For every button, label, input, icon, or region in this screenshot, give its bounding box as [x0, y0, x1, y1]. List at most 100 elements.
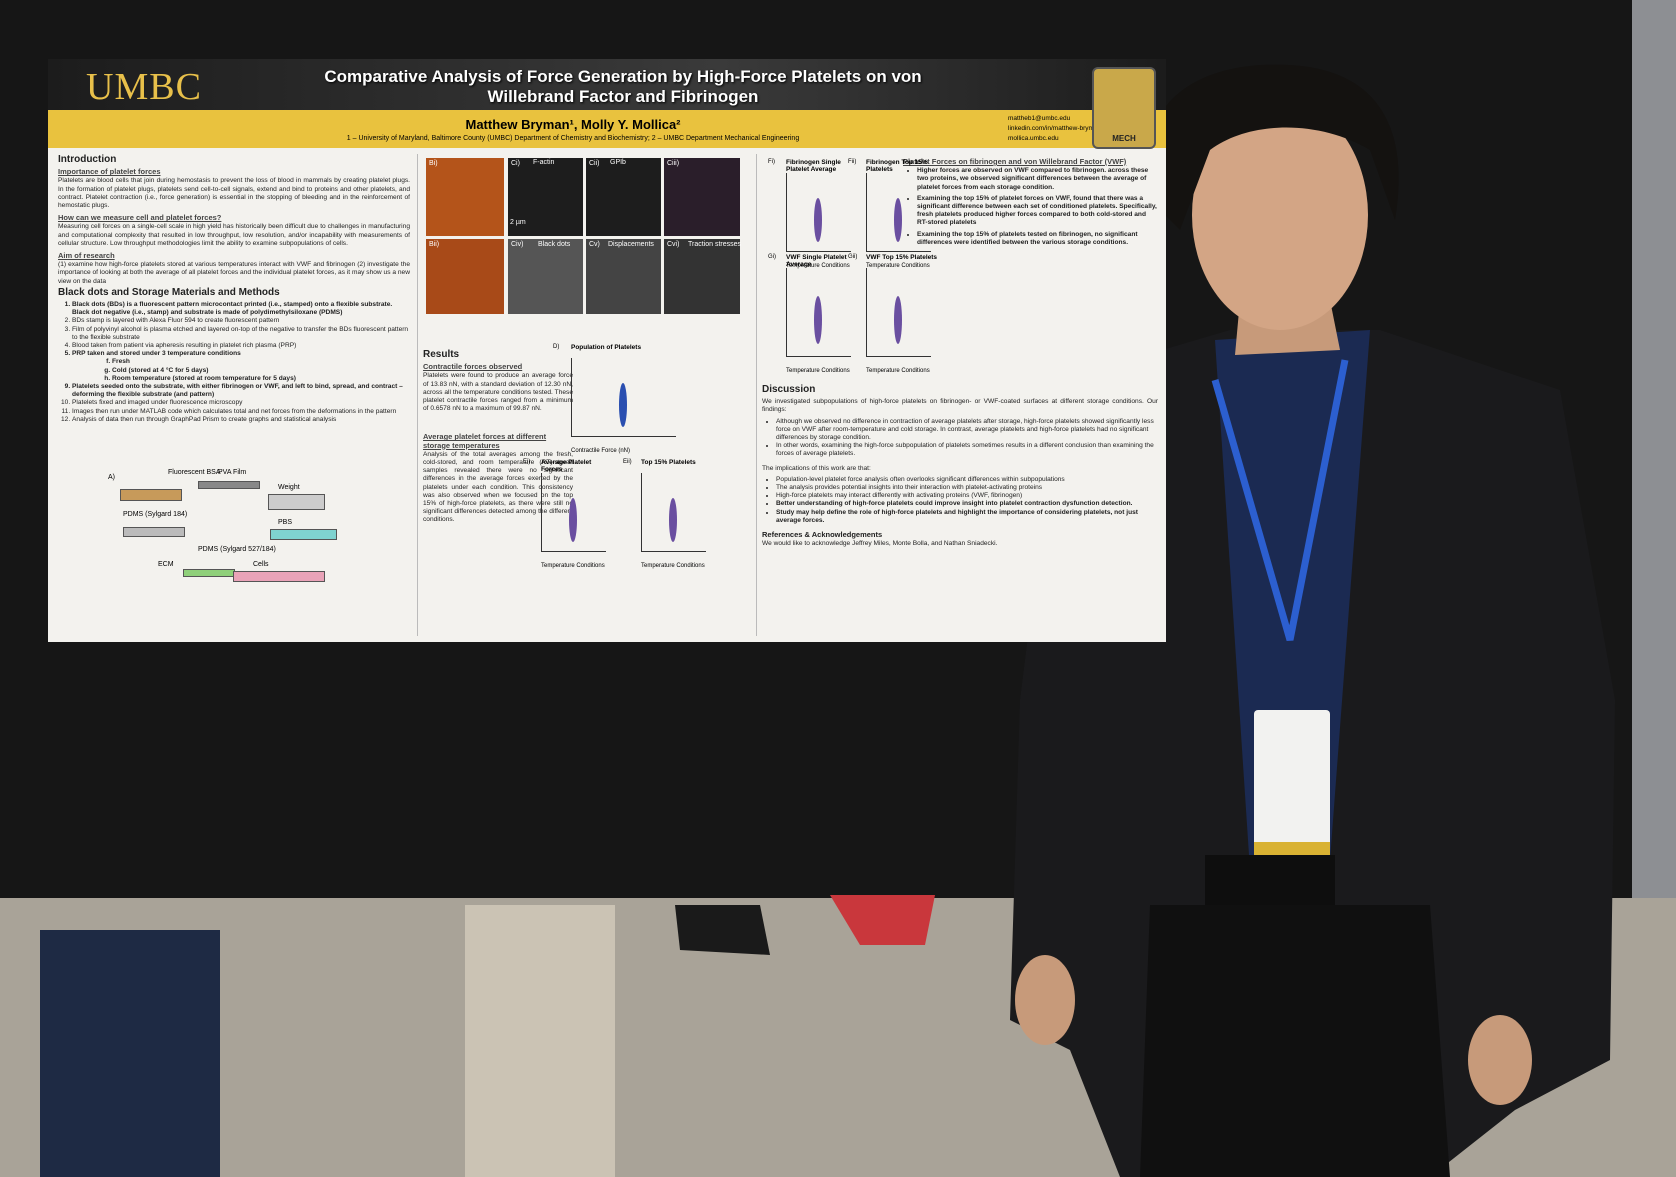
chart: Gi) VWF Single Platelet Average Temperatur…	[768, 254, 858, 374]
discussion-item: Although we observed no difference in co…	[776, 418, 1158, 443]
chart-label: Gii)	[848, 254, 858, 260]
axis-title: Temperature Conditions	[641, 563, 705, 569]
micrograph: Civ)	[508, 239, 583, 314]
subheading: Importance of platelet forces	[58, 167, 161, 177]
hair	[1146, 64, 1399, 230]
contact: linkedin.com/in/matthew-bryman	[1008, 125, 1102, 132]
paragraph: (1) examine how high-force platelets sto…	[58, 261, 410, 285]
micrograph: Cv)	[586, 239, 661, 314]
contact: mollica.umbc.edu	[1008, 135, 1059, 142]
violin	[669, 497, 677, 542]
micrograph-label: Black dots	[538, 241, 571, 248]
implication-item: High-force platelets may interact differ…	[776, 492, 1158, 500]
lanyard	[1211, 359, 1349, 641]
chart: D) Population of Platelets Contractile For…	[553, 344, 683, 454]
chart: Gii) VWF Top 15% Platelets Temperature Con…	[848, 254, 938, 374]
finding: Examining the top 15% of platelets teste…	[917, 231, 1158, 247]
violin	[569, 497, 577, 542]
subheading: Aim of research	[58, 251, 115, 261]
violin	[619, 382, 627, 427]
section-heading: Black dots and Storage Materials and Met…	[58, 286, 280, 298]
violin	[814, 296, 822, 344]
subheading: References & Acknowledgements	[762, 530, 883, 540]
badge-strip	[1254, 842, 1330, 855]
section-heading: Discussion	[762, 384, 816, 395]
poster-title: Comparative Analysis of Force Generation…	[324, 67, 922, 106]
chart-label: Gi)	[768, 254, 776, 260]
method-item: Images then run under MATLAB code which …	[72, 408, 410, 416]
column: Platelet Forces on fibrinogen and von Wi…	[903, 154, 1158, 636]
method-item: Analysis of data then run through GraphP…	[72, 416, 410, 424]
figure-label: Weight	[278, 484, 300, 491]
method-item: Black dots (BDs) is a fluorescent patter…	[72, 301, 410, 317]
shirt	[1215, 330, 1370, 870]
diagram-shape	[233, 571, 325, 582]
micrograph: Bii)	[426, 239, 504, 314]
chart: Eii) Top 15% Platelets Temperature Conditi…	[623, 459, 713, 569]
violin	[894, 296, 902, 344]
implication-list: Population-level platelet force analysis…	[762, 476, 1158, 525]
plot-area	[786, 173, 851, 252]
diagram-shape	[183, 569, 235, 577]
paragraph: The implications of this work are that:	[762, 464, 871, 472]
paragraph: We investigated subpopulations of high-f…	[762, 398, 1158, 414]
implication-item: Study may help define the role of high-f…	[776, 509, 1158, 525]
figure-label: Fluorescent BSA	[168, 469, 221, 476]
chart-label: Eii)	[623, 459, 632, 465]
chart: Fi) Fibrinogen Single Platelet Average Tem…	[768, 159, 858, 269]
affiliations: 1 – University of Maryland, Baltimore Co…	[346, 135, 800, 142]
paragraph: Platelets are blood cells that join duri…	[58, 177, 410, 210]
column: Introduction Importance of platelet force…	[58, 154, 410, 636]
diagram-shape	[120, 489, 182, 501]
axis-title: Temperature Conditions	[786, 368, 850, 374]
poster-header: UMBC Comparative Analysis of Force Gener…	[48, 59, 1166, 110]
panel-label: Bi)	[429, 160, 438, 167]
finding: Higher forces are observed on VWF compar…	[917, 167, 1158, 192]
discussion-list: Although we observed no difference in co…	[762, 418, 1158, 459]
panel-label: Cvi)	[667, 241, 680, 248]
method-item: PRP taken and stored under 3 temperature…	[72, 350, 410, 358]
shoes	[675, 905, 770, 955]
method-item: Blood taken from patient via apheresis r…	[72, 342, 410, 350]
chart-title: VWF Top 15% Platelets	[866, 254, 938, 261]
bag	[830, 895, 935, 945]
figure-label: Cells	[253, 561, 269, 568]
method-item: Cold (stored at 4 °C for 5 days)	[112, 367, 410, 375]
chart: Fii) Fibrinogen Top 15% Platelets Temperat…	[848, 159, 938, 269]
micrograph-label: GPIb	[610, 159, 626, 166]
axis-title: Temperature Conditions	[541, 563, 605, 569]
micrograph: Ciii)	[664, 158, 740, 236]
poster: UMBC Comparative Analysis of Force Gener…	[48, 59, 1166, 642]
method-item: BDs stamp is layered with Alexa Fluor 59…	[72, 317, 410, 325]
method-item: Fresh	[112, 358, 410, 366]
diagram-shape	[268, 494, 325, 510]
chart-label: D)	[553, 344, 560, 350]
hall	[1632, 0, 1676, 898]
diagram-shape	[198, 481, 260, 489]
micrograph: Ci)	[508, 158, 583, 236]
panel-label: Ciii)	[667, 160, 680, 167]
violin	[814, 197, 822, 242]
divider	[756, 154, 757, 636]
emblem: MECH	[1092, 67, 1156, 149]
chart: Ei) Average Platelet Forces Temperature Co…	[523, 459, 613, 569]
figure-label: ECM	[158, 561, 174, 568]
figure-label: PDMS (Sylgard 527/184)	[198, 546, 276, 553]
panel-label: Civ)	[511, 241, 524, 248]
hand	[1468, 1015, 1532, 1105]
chart-title: Fibrinogen Single Platelet Average	[786, 159, 841, 173]
axis-title: Contractile Force (nN)	[571, 448, 631, 454]
chart-title: Population of Platelets	[571, 344, 642, 351]
implication-item: Better understanding of high-force plate…	[776, 500, 1158, 508]
divider	[417, 154, 418, 636]
section-heading: Results	[423, 349, 460, 360]
panel-label: Cii)	[589, 160, 600, 167]
trousers	[1140, 905, 1450, 1177]
discussion-item: In other words, examining the high-force…	[776, 442, 1158, 458]
contact: mattheb1@umbc.edu	[1008, 115, 1071, 122]
discussion: Discussion We investigated subpopulations…	[762, 384, 1158, 634]
axis-title: Temperature Conditions	[866, 368, 930, 374]
figure-label: PVA Film	[218, 469, 247, 476]
figure-label: PDMS (Sylgard 184)	[123, 511, 188, 518]
